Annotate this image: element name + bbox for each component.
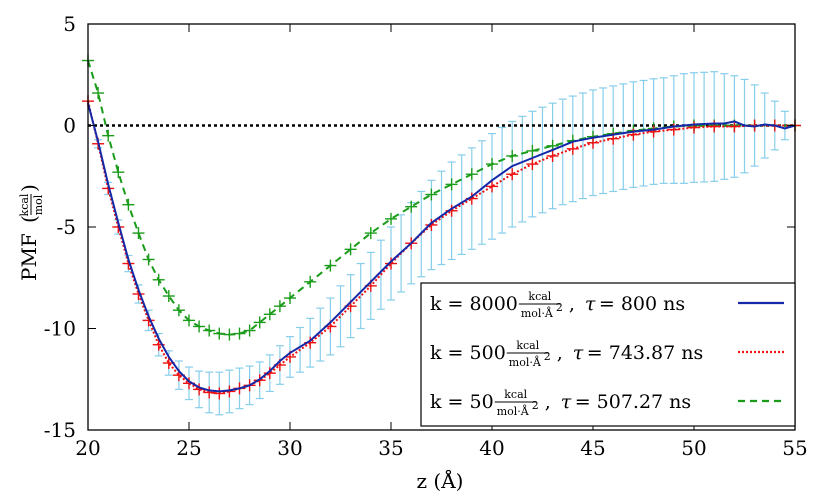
legend-unit-den: mol·Å <box>509 355 542 369</box>
x-tick-label: 20 <box>75 436 100 460</box>
y-tick-label: 5 <box>63 12 76 36</box>
error-bar <box>578 92 587 200</box>
y-tick-label: 0 <box>63 114 76 138</box>
legend-comma: , <box>545 391 551 413</box>
series-line <box>87 100 795 395</box>
error-bar <box>437 170 446 266</box>
x-tick-label: 40 <box>479 436 504 460</box>
data-point-marker <box>162 290 175 303</box>
legend-entry: k = 500 kcal mol·Å 2, τ = 743.87 ns <box>430 339 784 369</box>
data-point-marker <box>425 218 438 231</box>
data-point-marker <box>385 212 397 225</box>
y-axis-label: PMF ( kcal mol ) <box>17 184 45 281</box>
data-point-marker <box>263 308 276 321</box>
legend-tau-symbol: τ <box>561 391 572 413</box>
legend-unit-num: kcal <box>528 290 551 303</box>
error-bar <box>336 285 345 348</box>
data-point-marker <box>364 227 377 240</box>
y-axis-label-paren-open: ( <box>17 215 41 223</box>
legend-unit-exp: 2 <box>544 350 551 363</box>
error-bar <box>457 154 466 256</box>
data-point-marker <box>112 166 125 179</box>
data-point-marker <box>233 327 246 340</box>
error-bar <box>599 87 608 195</box>
series-line <box>87 60 795 336</box>
series-line <box>87 102 796 393</box>
x-tick-label: 35 <box>378 436 403 460</box>
data-point-marker <box>425 188 438 201</box>
data-point-marker <box>647 125 660 138</box>
x-tick-label: 30 <box>277 436 302 460</box>
legend-tau-symbol: τ <box>585 293 596 315</box>
legend-unit-exp: 2 <box>532 399 539 412</box>
legend-k-label: k = 8000 <box>430 293 518 315</box>
legend-box <box>420 282 796 427</box>
error-bar <box>356 262 365 330</box>
x-tick-label: 45 <box>580 436 605 460</box>
legend-unit-num: kcal <box>516 339 539 352</box>
legend-k-label: k = 500 <box>430 342 506 364</box>
y-axis-label-paren-close: ) <box>17 184 41 192</box>
legend-unit-den: mol·Å <box>497 404 530 418</box>
legend-entry: k = 50 kcal mol·Å 2, τ = 507.27 ns <box>430 388 784 418</box>
data-point-marker <box>506 168 519 181</box>
data-point-marker <box>405 200 418 213</box>
y-tick-label: -10 <box>44 317 76 341</box>
x-tick-label: 25 <box>176 436 201 460</box>
data-point-marker <box>385 257 397 270</box>
legend-comma: , <box>557 342 563 364</box>
legend-tau-value: = 507.27 ns <box>575 391 691 413</box>
legend-tau-value: = 743.87 ns <box>587 342 703 364</box>
y-axis-unit-num: kcal <box>18 193 31 216</box>
legend-comma: , <box>569 293 575 315</box>
x-tick-label: 55 <box>782 436 807 460</box>
data-point-marker <box>253 316 266 329</box>
series-0 <box>87 102 796 393</box>
data-point-marker <box>546 149 559 162</box>
series-layer <box>82 54 801 400</box>
legend-k-label: k = 50 <box>430 391 494 413</box>
error-bar <box>316 307 325 362</box>
y-axis-label-text: PMF <box>17 233 41 281</box>
error-bar <box>477 140 486 245</box>
data-point-marker <box>243 324 256 337</box>
legend-unit-den: mol·Å <box>521 306 554 320</box>
data-point-marker <box>203 386 216 399</box>
error-bar <box>498 126 507 234</box>
legend-tau-value: = 800 ns <box>599 293 685 315</box>
data-point-marker <box>526 144 539 157</box>
data-point-marker <box>132 227 145 240</box>
x-axis-label: z (Å) <box>417 468 464 493</box>
y-tick-label: -15 <box>44 418 76 442</box>
data-point-marker <box>486 180 498 193</box>
data-point-marker <box>344 243 357 256</box>
legend-entry: k = 8000 kcal mol·Å 2, τ = 800 ns <box>430 290 784 320</box>
y-axis-unit-den: mol <box>32 194 45 215</box>
legend-tau-symbol: τ <box>573 342 584 364</box>
data-point-marker <box>445 178 458 191</box>
x-tick-label: 50 <box>681 436 706 460</box>
y-tick-label: -5 <box>57 215 76 239</box>
legend-unit-exp: 2 <box>556 301 563 314</box>
legend-unit-num: kcal <box>504 388 527 401</box>
